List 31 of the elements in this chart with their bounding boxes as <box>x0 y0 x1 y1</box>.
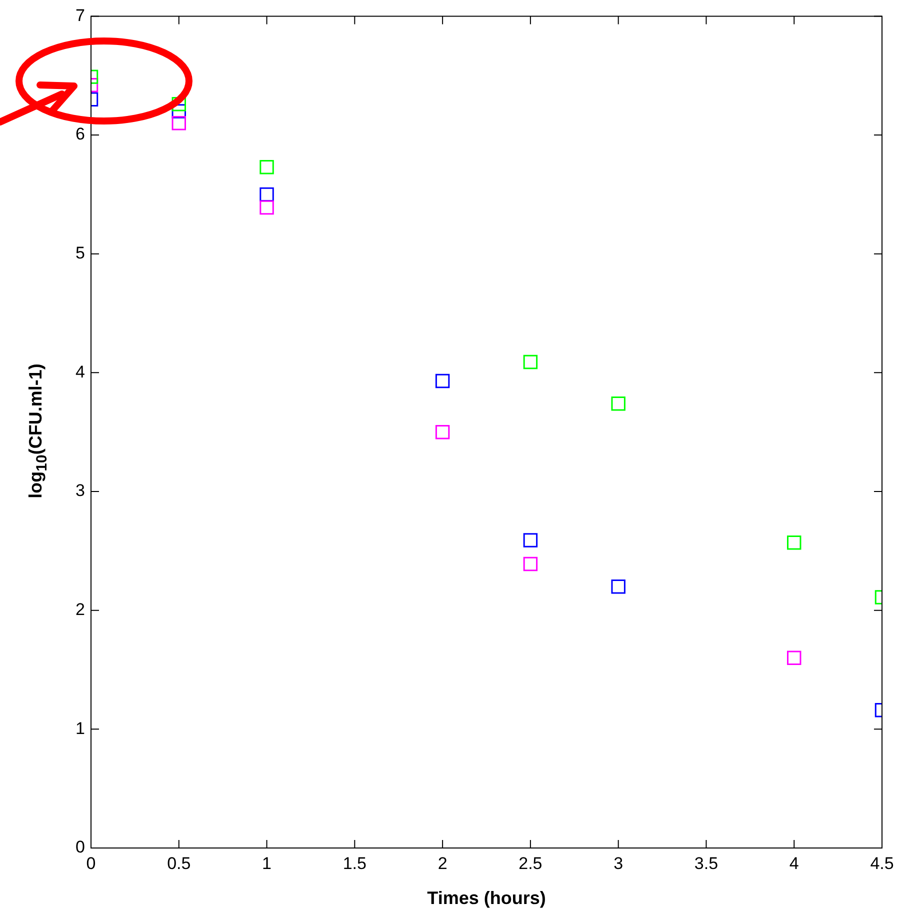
y-tick-label: 7 <box>76 6 85 25</box>
point <box>260 187 274 202</box>
x-tick-label: 0.5 <box>167 854 191 873</box>
point <box>435 424 450 440</box>
x-tick-label: 1 <box>262 854 272 873</box>
point <box>172 116 186 130</box>
point <box>435 374 450 388</box>
point <box>523 533 538 548</box>
x-tick-label: 3.5 <box>694 854 718 873</box>
point <box>523 556 538 572</box>
x-tick-label: 4.5 <box>870 854 894 873</box>
y-tick-label: 6 <box>76 124 85 144</box>
x-tick-label: 1.5 <box>342 854 366 873</box>
point <box>786 650 802 665</box>
y-tick-label: 2 <box>76 600 85 620</box>
x-tick-label: 2.5 <box>518 854 542 873</box>
x-tick-label: 4 <box>789 854 799 873</box>
y-tick-label: 0 <box>76 838 85 857</box>
point <box>260 160 274 174</box>
point <box>786 535 802 550</box>
y-tick-label: 1 <box>76 718 85 738</box>
x-tick-label: 3 <box>614 854 624 873</box>
point <box>260 200 274 215</box>
y-tick-label: 4 <box>76 362 85 382</box>
y-tick-label: 5 <box>76 244 85 263</box>
point <box>611 396 626 411</box>
x-tick-label: 2 <box>438 854 448 873</box>
point <box>523 354 538 370</box>
point <box>611 579 626 594</box>
x-axis-title: Times (hours) <box>427 888 546 908</box>
y-tick-label: 3 <box>76 481 85 500</box>
